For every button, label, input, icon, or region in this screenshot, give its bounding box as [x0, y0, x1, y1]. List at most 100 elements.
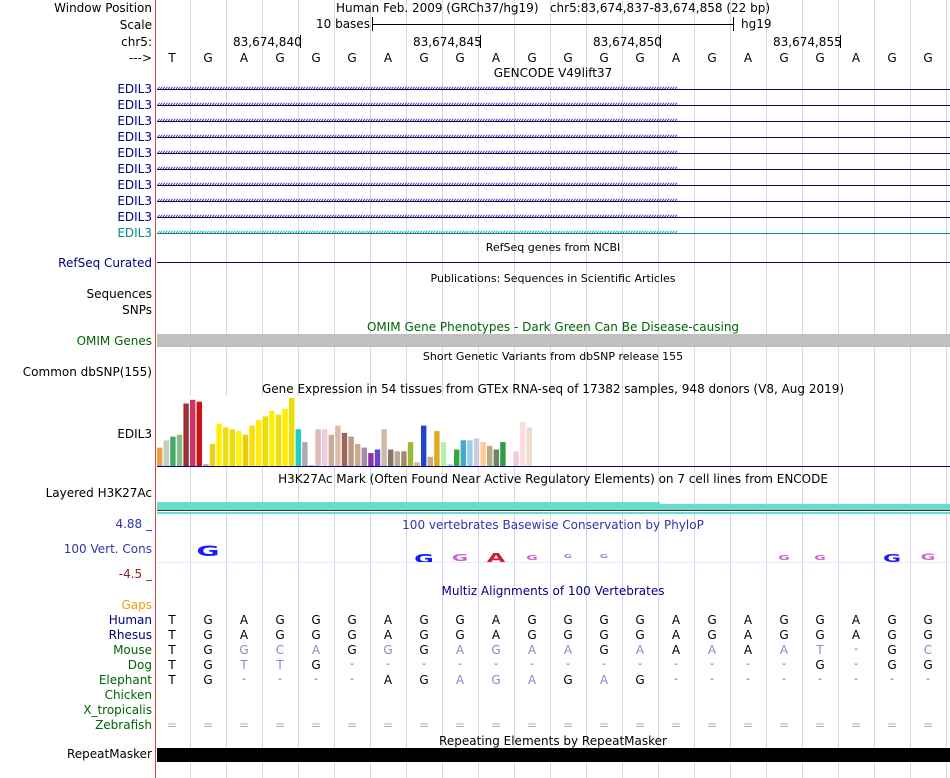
dbsnp-track-label[interactable]: Common dbSNP(155): [22, 365, 152, 379]
gencode-transcript-line[interactable]: ‹‹‹‹‹‹‹‹‹‹‹‹‹‹‹‹‹‹‹‹‹‹‹‹‹‹‹‹‹‹‹‹‹‹‹‹‹‹‹‹…: [157, 116, 950, 126]
gtex-tissue-bar[interactable]: [381, 429, 387, 466]
gtex-track-title[interactable]: Gene Expression in 54 tissues from GTEx …: [261, 382, 845, 396]
publications-track-title[interactable]: Publications: Sequences in Scientific Ar…: [430, 272, 676, 285]
gtex-tissue-bar[interactable]: [203, 464, 209, 466]
gtex-tissue-bar[interactable]: [289, 398, 295, 466]
phylop-track-label[interactable]: 100 Vert. Cons: [63, 542, 152, 556]
gencode-transcript-label[interactable]: EDIL3: [117, 130, 152, 144]
gencode-transcript-label[interactable]: EDIL3: [117, 162, 152, 176]
multiz-track-title[interactable]: Multiz Alignments of 100 Vertebrates: [441, 584, 665, 598]
gtex-tissue-bar[interactable]: [229, 429, 235, 466]
gtex-tissue-bar[interactable]: [440, 442, 447, 466]
gencode-transcript-label[interactable]: EDIL3: [117, 178, 152, 192]
phylop-base-logo[interactable]: G: [920, 553, 936, 563]
gtex-tissue-bar[interactable]: [388, 449, 394, 467]
gtex-tissue-bar[interactable]: [454, 449, 460, 467]
gtex-tissue-bar[interactable]: [434, 431, 440, 466]
gtex-tissue-bar[interactable]: [513, 451, 519, 466]
multiz-species-label[interactable]: Human: [108, 613, 152, 627]
gencode-transcript-label[interactable]: EDIL3: [117, 210, 152, 224]
gtex-tissue-bar[interactable]: [493, 449, 499, 467]
multiz-gaps-label[interactable]: Gaps: [121, 598, 152, 612]
refseq-track-label[interactable]: RefSeq Curated: [58, 256, 152, 270]
gtex-tissue-bar[interactable]: [460, 440, 466, 466]
gencode-transcript-line[interactable]: ‹‹‹‹‹‹‹‹‹‹‹‹‹‹‹‹‹‹‹‹‹‹‹‹‹‹‹‹‹‹‹‹‹‹‹‹‹‹‹‹…: [157, 132, 950, 142]
gtex-tissue-bar[interactable]: [361, 447, 367, 466]
dbsnp-track-title[interactable]: Short Genetic Variants from dbSNP releas…: [422, 350, 684, 363]
gtex-tissue-bar[interactable]: [348, 436, 354, 466]
gtex-tissue-bar[interactable]: [427, 456, 433, 466]
gtex-tissue-bar[interactable]: [242, 434, 249, 466]
gtex-tissue-bar[interactable]: [275, 414, 282, 467]
multiz-species-label[interactable]: Rhesus: [108, 628, 152, 642]
gtex-tissue-bar[interactable]: [190, 399, 196, 466]
gencode-transcript-line[interactable]: ‹‹‹‹‹‹‹‹‹‹‹‹‹‹‹‹‹‹‹‹‹‹‹‹‹‹‹‹‹‹‹‹‹‹‹‹‹‹‹‹…: [157, 212, 950, 222]
omim-gene-bar[interactable]: [157, 334, 950, 347]
gtex-tissue-bar[interactable]: [157, 447, 163, 466]
gencode-transcript-line[interactable]: ‹‹‹‹‹‹‹‹‹‹‹‹‹‹‹‹‹‹‹‹‹‹‹‹‹‹‹‹‹‹‹‹‹‹‹‹‹‹‹‹…: [157, 196, 950, 206]
gencode-transcript-label[interactable]: EDIL3: [117, 194, 152, 208]
gtex-tissue-bar[interactable]: [295, 429, 301, 466]
gtex-tissue-bar[interactable]: [262, 416, 268, 466]
gtex-tissue-bar[interactable]: [183, 403, 189, 467]
phylop-base-logo[interactable]: A: [486, 551, 506, 565]
repeatmasker-track-label[interactable]: RepeatMasker: [66, 747, 152, 761]
h3k27ac-track-label[interactable]: Layered H3K27Ac: [45, 486, 152, 500]
repeatmasker-track-title[interactable]: Repeating Elements by RepeatMasker: [439, 734, 667, 748]
gtex-tissue-bar[interactable]: [308, 465, 315, 466]
gencode-transcript-line[interactable]: ‹‹‹‹‹‹‹‹‹‹‹‹‹‹‹‹‹‹‹‹‹‹‹‹‹‹‹‹‹‹‹‹‹‹‹‹‹‹‹‹…: [157, 164, 950, 174]
refseq-track-title[interactable]: RefSeq genes from NCBI: [485, 241, 621, 254]
gtex-tissue-bar[interactable]: [196, 401, 202, 466]
gtex-tissue-bar[interactable]: [209, 443, 216, 466]
phylop-base-logo[interactable]: G: [526, 554, 538, 562]
multiz-species-label[interactable]: Mouse: [113, 643, 152, 657]
gtex-tissue-bar[interactable]: [520, 421, 526, 466]
publications-sequences-label[interactable]: Sequences: [86, 287, 152, 301]
phylop-base-logo[interactable]: G: [563, 554, 573, 560]
phylop-base-logo[interactable]: G: [599, 554, 609, 560]
multiz-species-label[interactable]: Zebrafish: [95, 718, 152, 732]
phylop-track-title[interactable]: 100 vertebrates Basewise Conservation by…: [402, 518, 704, 532]
gtex-tissue-bar[interactable]: [447, 464, 453, 466]
gtex-tissue-bar[interactable]: [249, 425, 255, 466]
gtex-tissue-bar[interactable]: [322, 429, 328, 466]
phylop-base-logo[interactable]: G: [882, 552, 902, 565]
gtex-tissue-bar[interactable]: [374, 449, 381, 467]
gtex-tissue-bar[interactable]: [394, 451, 400, 466]
gtex-tissue-bar[interactable]: [506, 440, 513, 466]
gtex-tissue-bar[interactable]: [176, 434, 183, 466]
gtex-tissue-bar[interactable]: [500, 442, 506, 466]
gtex-tissue-bar[interactable]: [335, 425, 341, 466]
gtex-tissue-bar[interactable]: [341, 432, 348, 466]
multiz-species-label[interactable]: Dog: [127, 658, 152, 672]
gtex-tissue-bar[interactable]: [467, 440, 473, 466]
gencode-transcript-label[interactable]: EDIL3: [117, 226, 152, 240]
gtex-tissue-bar[interactable]: [315, 429, 321, 466]
omim-track-label[interactable]: OMIM Genes: [76, 334, 152, 348]
gtex-tissue-bar[interactable]: [480, 442, 486, 466]
phylop-base-logo[interactable]: G: [451, 553, 469, 564]
repeatmasker-element-bar[interactable]: [157, 748, 950, 762]
gencode-transcript-label[interactable]: EDIL3: [117, 114, 152, 128]
gtex-tissue-bar[interactable]: [401, 451, 407, 466]
omim-track-title[interactable]: OMIM Gene Phenotypes - Dark Green Can Be…: [366, 320, 740, 334]
gencode-transcript-line[interactable]: ‹‹‹‹‹‹‹‹‹‹‹‹‹‹‹‹‹‹‹‹‹‹‹‹‹‹‹‹‹‹‹‹‹‹‹‹‹‹‹‹…: [157, 148, 950, 158]
gtex-tissue-bar[interactable]: [282, 409, 288, 466]
h3k27ac-signal-low[interactable]: [660, 504, 950, 510]
gtex-tissue-bar[interactable]: [256, 420, 262, 466]
gencode-transcript-line[interactable]: ‹‹‹‹‹‹‹‹‹‹‹‹‹‹‹‹‹‹‹‹‹‹‹‹‹‹‹‹‹‹‹‹‹‹‹‹‹‹‹‹…: [157, 84, 950, 94]
gencode-transcript-line[interactable]: ‹‹‹‹‹‹‹‹‹‹‹‹‹‹‹‹‹‹‹‹‹‹‹‹‹‹‹‹‹‹‹‹‹‹‹‹‹‹‹‹…: [157, 100, 950, 110]
gtex-tissue-bar[interactable]: [407, 442, 414, 466]
gtex-tissue-bar[interactable]: [269, 410, 275, 466]
gencode-transcript-line[interactable]: ‹‹‹‹‹‹‹‹‹‹‹‹‹‹‹‹‹‹‹‹‹‹‹‹‹‹‹‹‹‹‹‹‹‹‹‹‹‹‹‹…: [157, 180, 950, 190]
gencode-track-title[interactable]: GENCODE V49lift37: [493, 66, 613, 80]
gtex-tissue-bar[interactable]: [236, 431, 242, 466]
gencode-transcript-label[interactable]: EDIL3: [117, 82, 152, 96]
gencode-transcript-label[interactable]: EDIL3: [117, 146, 152, 160]
gencode-transcript-label[interactable]: EDIL3: [117, 98, 152, 112]
gtex-tissue-bar[interactable]: [216, 423, 222, 466]
multiz-species-label[interactable]: Chicken: [104, 688, 152, 702]
publications-snps-label[interactable]: SNPs: [122, 303, 152, 317]
phylop-base-logo[interactable]: G: [814, 554, 826, 562]
multiz-species-label[interactable]: Elephant: [98, 673, 152, 687]
